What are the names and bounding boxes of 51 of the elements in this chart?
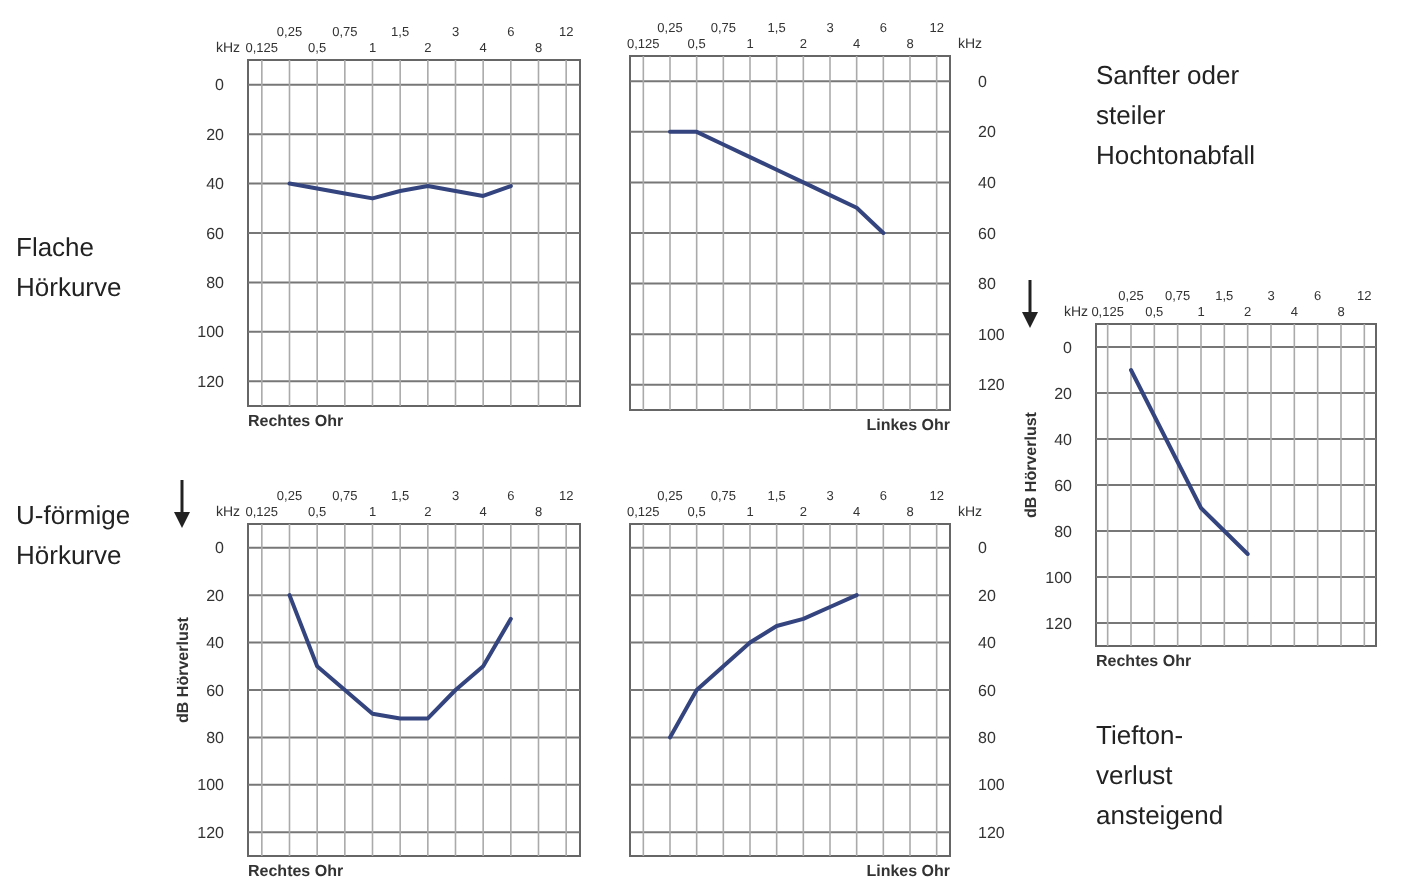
y-tick-label: 20	[206, 586, 226, 605]
line-series	[1129, 368, 1250, 556]
y-tick-label: 100	[978, 776, 1006, 795]
y-tick-label: 100	[197, 776, 226, 795]
text: Rechtes Ohr	[248, 412, 344, 430]
y-tick-label: 40	[978, 634, 997, 653]
y-tick-label: 40	[206, 634, 226, 653]
y-tick-label: 0	[978, 72, 988, 91]
y-tick-label: 0	[215, 76, 226, 95]
y-tick-label: 40	[978, 174, 997, 193]
y-tick-label: 20	[978, 586, 997, 605]
chart-title: U-förmige Hörkurve	[16, 500, 131, 570]
y-tick-label: 80	[1054, 522, 1074, 541]
y-tick-label: 20	[206, 125, 226, 144]
y-tick-label: 80	[978, 275, 997, 294]
y-tick-label: 120	[1045, 614, 1074, 633]
line-series	[668, 593, 859, 740]
text: Linkes Ohr	[866, 416, 950, 434]
y-tick-label: 60	[206, 224, 226, 243]
y-tick-label: 0	[1063, 338, 1074, 357]
y-tick-label: 80	[978, 729, 997, 748]
y-tick-label: 100	[978, 325, 1006, 344]
line-series	[287, 593, 513, 721]
text: Linkes Ohr	[866, 862, 950, 880]
text: Rechtes Ohr	[248, 862, 344, 880]
line-series	[668, 129, 886, 235]
y-tick-label: 0	[978, 539, 988, 558]
text: Rechtes Ohr	[1096, 652, 1192, 670]
y-tick-label: 60	[978, 681, 997, 700]
y-tick-label: 60	[1054, 476, 1074, 495]
y-tick-label: 120	[978, 823, 1006, 842]
chart-title: Sanfter oder steiler Hochtonabfall	[1096, 60, 1256, 170]
y-tick-label: 0	[215, 539, 226, 558]
y-axis-title: dB Hörverlust	[1022, 411, 1040, 518]
text: Flache Hörkurve	[16, 232, 122, 302]
y-tick-label: 20	[978, 123, 997, 142]
y-tick-label: 40	[1054, 430, 1074, 449]
y-tick-label: 40	[206, 175, 226, 194]
y-tick-label: 100	[197, 323, 226, 342]
y-tick-label: 120	[978, 376, 1006, 395]
y-tick-label: 60	[978, 224, 997, 243]
y-tick-label: 20	[1054, 384, 1074, 403]
y-tick-label: 80	[206, 274, 226, 293]
y-axis-title: dB Hörverlust	[174, 616, 192, 723]
y-tick-label: 120	[197, 372, 226, 391]
y-tick-label: 120	[197, 823, 226, 842]
line-series	[287, 181, 513, 201]
text: Tiefton-verlust ansteigend	[1096, 720, 1224, 830]
y-tick-label: 60	[206, 681, 226, 700]
y-tick-label: 100	[1045, 568, 1074, 587]
y-tick-label: 80	[206, 729, 226, 748]
